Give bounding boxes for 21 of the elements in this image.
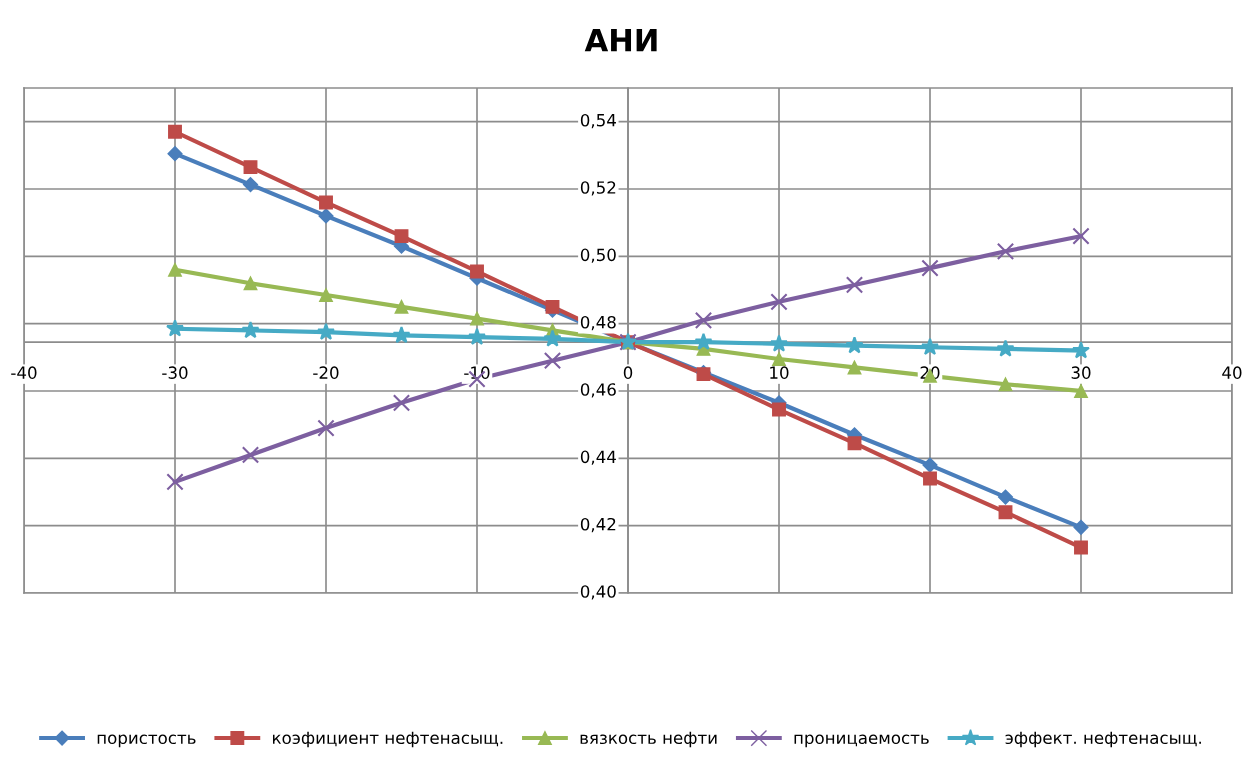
legend-label: эффект. нефтенасыщ. [1005, 731, 1201, 748]
y-tick-label: 0,50 [580, 248, 616, 263]
y-tick-label: 0,42 [580, 517, 616, 533]
x-tick-label: 30 [1071, 366, 1091, 379]
y-tick-label: 0,48 [580, 315, 616, 331]
legend-label: коэфициент нефтенасыщ. [273, 731, 503, 748]
legend-label: проницаемость [794, 734, 929, 748]
y-tick-label: 0,52 [580, 181, 616, 196]
chart-title: АНИ [584, 28, 657, 52]
y-tick-label: 0,44 [580, 450, 616, 465]
legend-label: вязкость нефти [580, 731, 717, 748]
y-tick-label: 0,46 [580, 383, 616, 398]
x-tick-label: 10 [770, 366, 789, 379]
legend-label: пористость [97, 734, 196, 748]
x-tick-label: -30 [162, 366, 188, 379]
x-tick-label: -40 [11, 366, 37, 379]
y-tick-label: 0,40 [580, 585, 616, 600]
x-tick-label: -20 [313, 366, 339, 379]
y-tick-label: 0,54 [580, 113, 616, 129]
x-tick-label: 40 [1222, 366, 1242, 379]
x-tick-label: 0 [623, 366, 633, 379]
